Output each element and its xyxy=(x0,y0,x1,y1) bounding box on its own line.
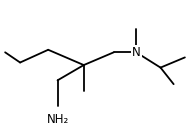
Text: N: N xyxy=(132,46,141,59)
Text: NH₂: NH₂ xyxy=(46,113,69,126)
